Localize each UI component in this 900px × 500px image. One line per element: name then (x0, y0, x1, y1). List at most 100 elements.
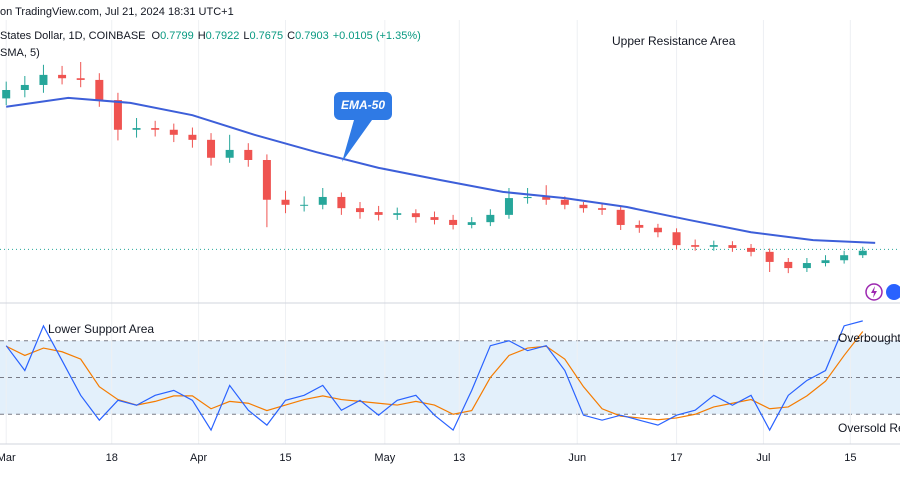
candle (821, 255, 830, 267)
candle-body (542, 196, 551, 200)
candle (635, 220, 644, 233)
x-tick-label: Jun (568, 452, 586, 464)
change: +0.0105 (+1.35%) (333, 30, 421, 42)
candle-body (337, 196, 346, 209)
candle-body (449, 219, 458, 225)
candle-body (598, 208, 607, 210)
candle (207, 133, 216, 166)
candle-body (523, 196, 532, 199)
candle-body (58, 74, 67, 79)
candle-body (504, 198, 513, 215)
x-tick-label: 15 (279, 452, 291, 464)
candle (262, 154, 271, 228)
candle (542, 185, 551, 205)
candle (169, 123, 178, 143)
candle-body (318, 196, 327, 205)
candle-body (20, 84, 29, 90)
ohlc-value: 0.7675 (249, 30, 283, 42)
candle (151, 120, 160, 137)
candle (393, 207, 402, 220)
candle-body (765, 251, 774, 262)
candle (281, 190, 290, 214)
candle (411, 209, 420, 223)
candle-body (653, 227, 662, 233)
candle-body (151, 128, 160, 130)
candle (188, 127, 197, 148)
annotation: Lower Support Area (48, 322, 154, 336)
candle-body (225, 149, 234, 158)
candle (356, 202, 364, 219)
candle-body (113, 100, 122, 130)
candle-body (784, 261, 793, 269)
rsi-line (5, 320, 863, 432)
candle-body (691, 245, 700, 247)
candle (616, 205, 625, 230)
callout (334, 92, 392, 162)
source-text: on TradingView.com, Jul 21, 2024 18:31 U… (0, 6, 234, 18)
candle (784, 258, 793, 274)
candle (20, 76, 29, 98)
candle (318, 188, 327, 210)
candle-body (840, 255, 849, 261)
ohlc-label: O (152, 30, 161, 42)
x-tick-label: Jul (756, 452, 770, 464)
candle (374, 205, 383, 221)
x-tick-label: 13 (453, 452, 465, 464)
ohlc-value: 0.7903 (295, 30, 329, 42)
candle-body (635, 224, 644, 228)
candle (244, 143, 253, 167)
ohlc-label: H (198, 30, 206, 42)
candle (598, 203, 607, 215)
candle-body (728, 245, 737, 248)
candle (765, 248, 774, 272)
indicator-text: SMA, 5) (0, 47, 40, 59)
candle-body (39, 74, 48, 85)
candle (337, 192, 346, 215)
x-tick-label: 15 (844, 452, 856, 464)
candle (300, 196, 309, 212)
candle (858, 246, 867, 258)
candle (2, 81, 11, 106)
candle (76, 62, 85, 88)
candle (728, 241, 737, 252)
candle (747, 244, 756, 257)
candle-body (207, 139, 216, 158)
candle-body (356, 208, 364, 213)
candle-body (430, 217, 439, 220)
annotation: Upper Resistance Area (612, 34, 736, 48)
symbol-line: States Dollar, 1D, COINBASE O0.7799 H0.792… (0, 30, 421, 42)
candle-body (95, 79, 104, 101)
candle-body (579, 204, 588, 209)
candle-body (709, 245, 718, 247)
candle-body (821, 260, 830, 264)
x-tick-label: May (374, 452, 395, 464)
x-tick-label: Apr (190, 452, 207, 464)
candle-body (76, 78, 85, 80)
x-tick-label: Mar (0, 452, 16, 464)
candle-body (411, 213, 420, 218)
candle-body (300, 204, 309, 206)
candle (709, 240, 718, 251)
ohlc-label: L (243, 30, 249, 42)
rsi-ma-line (5, 331, 864, 421)
icon[interactable] (886, 284, 900, 300)
plot (2, 62, 876, 432)
ohlc-value: 0.7922 (206, 30, 240, 42)
candle (467, 217, 476, 229)
candle-body (281, 199, 290, 205)
candle-body (393, 213, 402, 215)
icon-glyph (871, 286, 877, 298)
x-tick-label: 17 (670, 452, 682, 464)
candle-body (188, 134, 197, 140)
candle-body (262, 160, 271, 200)
candle (840, 250, 849, 264)
annotation: Oversold Re (838, 421, 900, 435)
candle-body (467, 222, 476, 225)
candle-body (374, 212, 383, 215)
candle (58, 65, 67, 85)
candle (672, 228, 681, 250)
candle-body (616, 209, 625, 225)
candle-body (560, 199, 569, 205)
